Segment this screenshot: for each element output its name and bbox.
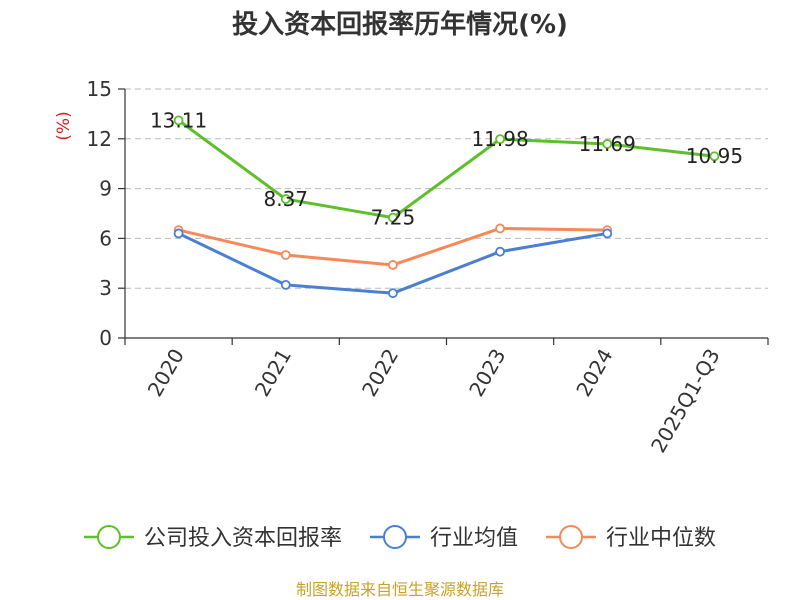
legend-swatch-marker xyxy=(382,525,407,549)
data-point xyxy=(602,228,613,239)
x-tick-label: 2023 xyxy=(464,345,510,401)
data-point xyxy=(495,223,505,234)
x-tick-label: 2025Q1-Q3 xyxy=(646,345,725,457)
series-lines xyxy=(173,115,720,299)
data-point xyxy=(173,228,184,239)
data-label: 11.69 xyxy=(579,132,636,156)
data-labels: 13.11 8.37 7.25 11.98 11.69 10.95 xyxy=(150,108,743,229)
grid-lines xyxy=(125,88,768,289)
y-tick-label: 0 xyxy=(99,326,112,350)
data-point xyxy=(388,260,398,270)
legend-swatch-marker xyxy=(96,525,121,549)
y-tick-label: 12 xyxy=(87,127,112,151)
legend-label: 公司投入资本回报率 xyxy=(144,526,342,551)
legend: 公司投入资本回报率 行业均值 行业中位数 xyxy=(83,525,716,551)
data-point xyxy=(602,139,613,149)
data-point xyxy=(280,279,291,290)
axes: 0 3 6 9 12 15 2020 2021 2022 2023 2024 2025Q1-Q3 xyxy=(87,77,769,457)
x-tick-label: 2021 xyxy=(250,345,296,401)
data-point xyxy=(495,246,505,257)
y-tick-label: 9 xyxy=(99,177,112,201)
y-tick-label: 3 xyxy=(99,276,112,300)
x-tick-label: 2022 xyxy=(357,345,403,401)
series-line xyxy=(177,118,716,220)
series-line xyxy=(177,226,609,267)
y-axis-label: (%) xyxy=(54,111,74,140)
data-label: 10.95 xyxy=(686,144,743,168)
data-point xyxy=(709,151,720,162)
x-tick-label: 2024 xyxy=(571,345,617,401)
data-point xyxy=(495,134,505,145)
legend-swatch-marker xyxy=(559,525,584,549)
legend-label: 行业均值 xyxy=(430,526,518,551)
legend-label: 行业中位数 xyxy=(606,526,716,551)
x-tick-label: 2020 xyxy=(143,345,189,401)
data-point xyxy=(173,115,184,126)
y-tick-label: 15 xyxy=(87,77,112,101)
data-point xyxy=(388,212,398,223)
data-point xyxy=(280,250,291,260)
chart-title: 投入资本回报率历年情况(%) xyxy=(232,9,568,40)
data-point xyxy=(280,194,291,204)
data-label: 7.25 xyxy=(371,206,416,230)
source-note: 制图数据来自恒生聚源数据库 xyxy=(296,580,504,599)
data-point xyxy=(388,288,398,299)
y-tick-label: 6 xyxy=(99,226,112,250)
data-label: 8.37 xyxy=(263,187,308,211)
data-label: 13.11 xyxy=(150,108,207,132)
data-label: 11.98 xyxy=(471,127,528,151)
